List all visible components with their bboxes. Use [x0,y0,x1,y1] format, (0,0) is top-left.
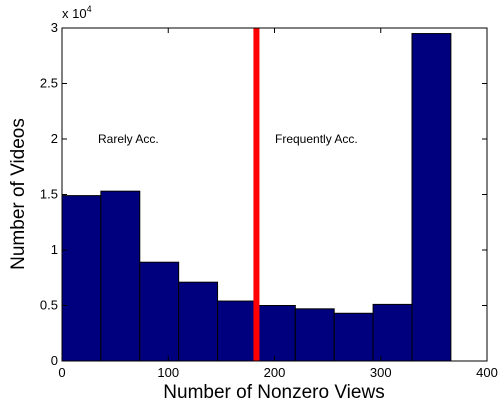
bar [372,303,413,362]
y-multiplier-base: x 10 [62,6,87,21]
y-tick-label: 2 [51,131,58,146]
y-multiplier-exponent: 4 [87,4,92,14]
x-tick-label: 100 [157,365,179,380]
x-tick-label: 300 [370,365,392,380]
y-tick-label: 0.5 [40,298,58,313]
y-tick-label: 2.5 [40,76,58,91]
x-tick-label: 200 [264,365,286,380]
annotation: Rarely Acc. [98,132,159,146]
bar [411,33,452,362]
y-axis-label: Number of Videos [8,118,29,270]
bar [100,190,141,362]
y-tick-label: 1 [51,242,58,257]
bar [61,195,102,362]
x-axis-label: Number of Nonzero Views [163,382,384,403]
annotation: Frequently Acc. [275,132,358,146]
bar [178,281,219,362]
y-tick-label: 0 [51,353,58,368]
y-tick-label: 3 [51,20,58,35]
y-multiplier: x 104 [62,4,92,21]
bar [255,305,296,362]
bar [139,261,180,362]
y-tick-label: 1.5 [40,187,58,202]
x-tick-label: 0 [58,365,65,380]
bar [217,300,257,362]
x-tick-label: 400 [476,365,498,380]
bar [333,312,374,362]
bar [294,308,335,362]
